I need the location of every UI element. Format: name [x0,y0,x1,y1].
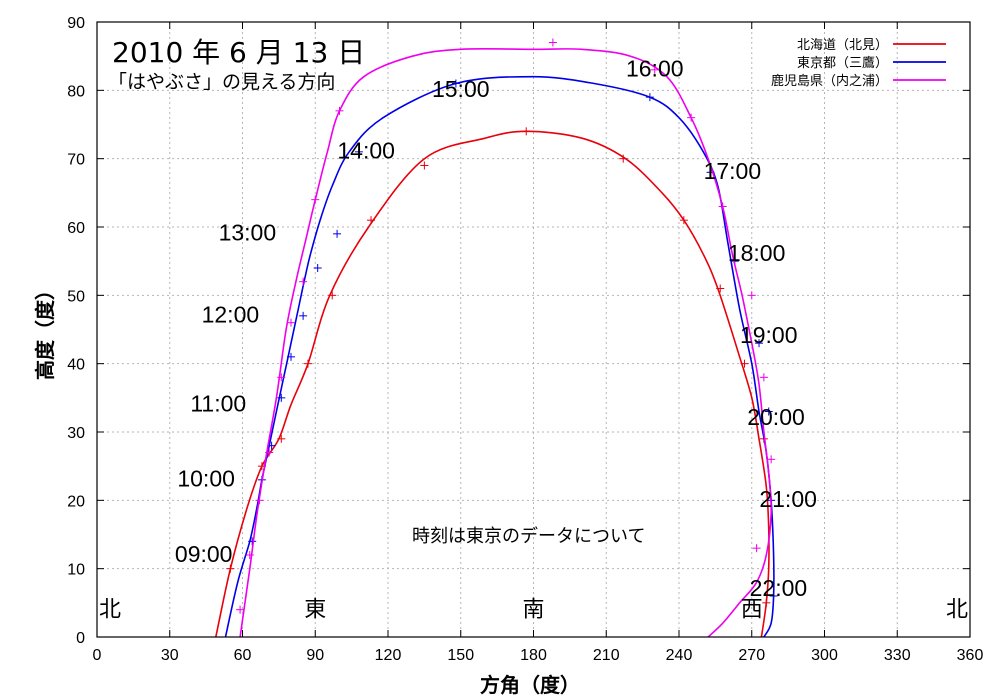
time-label: 10:00 [177,466,235,492]
legend-label: 東京都（三鷹） [797,55,888,71]
x-tick-label: 360 [957,647,984,664]
y-axis-title: 高度（度） [33,280,57,380]
series-line-2 [224,75,775,637]
y-tick-label: 80 [67,83,85,100]
time-label: 11:00 [190,391,246,417]
time-label: 12:00 [202,302,260,328]
y-tick-label: 70 [67,152,85,169]
x-tick-label: 0 [93,647,102,664]
y-tick-label: 20 [67,493,85,510]
time-note: 時刻は東京のデータについて [412,526,645,547]
series-line-1 [215,130,770,637]
y-tick-label: 30 [67,425,85,442]
y-tick-label: 10 [67,562,85,579]
legend-label: 北海道（北見） [797,38,888,53]
x-tick-label: 210 [593,647,620,664]
x-tick-label: 270 [738,647,765,664]
x-tick-label: 240 [666,647,693,664]
y-tick-label: 60 [67,220,85,237]
direction-label: 南 [522,598,544,623]
chart-title: 2010 年 6 月 13 日 [112,36,365,69]
time-label: 16:00 [626,56,684,82]
y-tick-label: 50 [67,288,85,305]
chart-subtitle: 「はやぶさ」の見える方向 [108,71,335,93]
time-label: 22:00 [750,575,808,601]
series-line-3 [239,48,772,637]
axis-ticks [96,21,971,638]
y-tick-label: 40 [67,357,85,374]
x-axis-title: 方角（度） [480,673,580,697]
time-label: 17:00 [704,158,762,184]
legend: 北海道（北見） 東京都（三鷹） 鹿児島県（内之浦） [771,38,946,89]
y-tick-label: 90 [67,15,85,32]
x-tick-label: 90 [306,647,324,664]
series-layer [215,38,778,637]
direction-label: 西 [741,598,763,623]
time-label: 09:00 [175,541,233,567]
x-tick-label: 180 [520,647,547,664]
time-label: 21:00 [759,486,817,512]
x-tick-label: 60 [234,647,252,664]
direction-label: 北 [99,598,121,623]
time-label: 19:00 [740,322,798,348]
direction-label: 東 [304,598,326,623]
time-label: 14:00 [337,138,395,164]
x-tick-label: 330 [884,647,911,664]
grid [97,22,970,637]
time-label: 13:00 [219,220,277,246]
x-tick-label: 120 [375,647,402,664]
x-tick-label: 300 [811,647,838,664]
direction-label: 北 [946,598,968,623]
time-label: 18:00 [728,240,786,266]
legend-label: 鹿児島県（内之浦） [771,73,888,89]
x-tick-label: 30 [161,647,179,664]
labels: 0 30 60 90 120 150 180 210 240 270 300 330 360 0 10 20 3… [67,15,983,664]
y-tick-label: 0 [76,630,85,647]
time-label: 15:00 [432,76,490,102]
x-tick-label: 150 [447,647,474,664]
time-label: 20:00 [747,404,805,430]
